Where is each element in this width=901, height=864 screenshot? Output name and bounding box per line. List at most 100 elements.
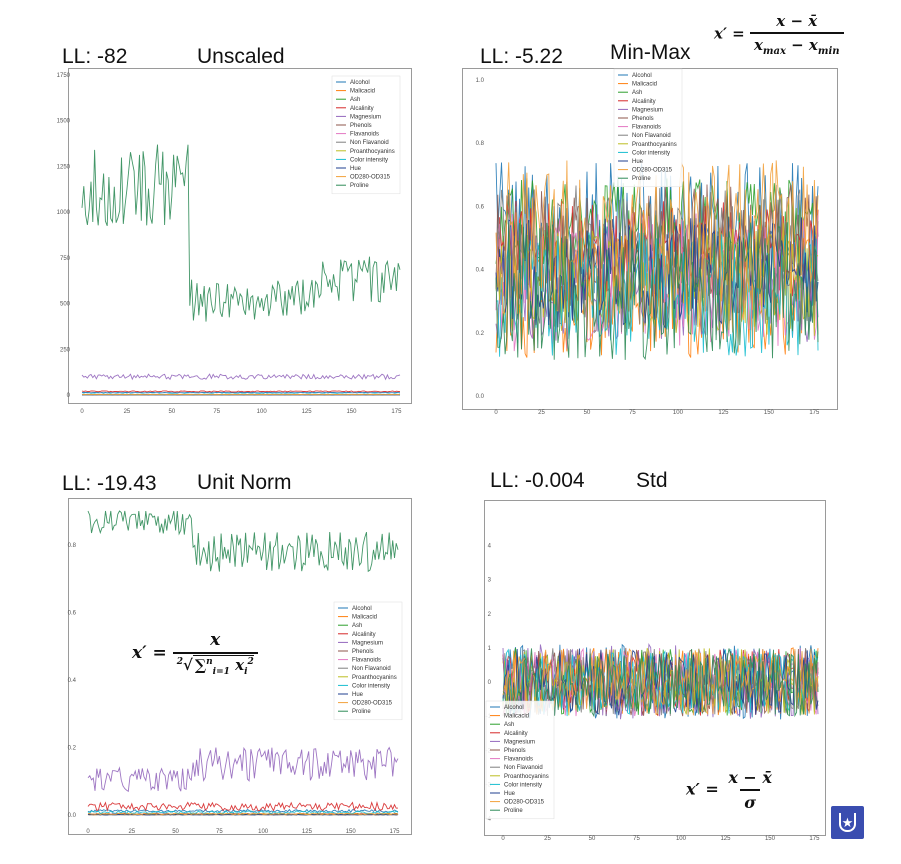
y-tick-label: 0.0 <box>476 394 485 400</box>
legend-label: Flavanoids <box>504 757 533 763</box>
unit-norm-formula: x′ = x 2√ ∑ni=1 xi2 <box>132 630 258 677</box>
x-tick-label: 0 <box>501 836 505 842</box>
y-tick-label: 1000 <box>57 210 71 216</box>
series-line-alcalinity <box>87 800 399 812</box>
x-tick-label: 100 <box>258 829 269 835</box>
ll-label: LL: -82 <box>62 45 128 68</box>
x-tick-label: 75 <box>629 410 636 416</box>
y-tick-label: 2 <box>488 612 492 618</box>
sum-term: x <box>235 656 245 674</box>
legend-label: Phenols <box>632 116 654 122</box>
series-line-alcohol <box>87 808 399 813</box>
series-line-proline <box>495 222 819 361</box>
legend-label: Hue <box>632 159 644 165</box>
legend-label: Phenols <box>350 123 372 129</box>
legend-label: Hue <box>352 692 364 698</box>
term-sub: i <box>244 667 248 677</box>
legend-label: Magnesium <box>504 739 535 745</box>
ll-label: LL: -0.004 <box>490 469 585 492</box>
legend-label: Alcohol <box>350 80 370 86</box>
y-tick-label: 0.8 <box>68 543 77 549</box>
y-tick-label: 1750 <box>57 73 71 79</box>
y-tick-label: 0.6 <box>68 610 77 616</box>
legend-label: Color intensity <box>504 782 542 788</box>
x-tick-label: 175 <box>389 829 400 835</box>
legend-label: Malicacid <box>504 714 529 720</box>
formula-fraction: x − x̄ xmax − xmin <box>749 12 844 57</box>
sum-symbol: ∑ <box>194 656 207 674</box>
den-sub-min: min <box>817 46 840 57</box>
legend-label: Hue <box>350 166 362 172</box>
series-line-proline <box>502 648 819 718</box>
legend-label: Alcalinity <box>504 731 528 737</box>
x-tick-label: 50 <box>168 409 175 415</box>
legend-label: Ash <box>352 623 362 629</box>
formula-numerator: x − x̄ <box>728 768 772 787</box>
formula-denominator: 2√ ∑ni=1 xi2 <box>172 652 258 677</box>
star-glyph: ★ <box>841 816 854 831</box>
x-tick-label: 150 <box>765 836 776 842</box>
y-tick-label: 0.6 <box>476 204 485 210</box>
y-tick-label: 0.4 <box>68 678 77 684</box>
legend-label: Proanthocyanins <box>352 675 397 681</box>
legend-label: OD280-OD315 <box>504 800 545 806</box>
legend-label: Proanthocyanins <box>350 149 395 155</box>
legend-label: Non Flavanoid <box>504 765 543 771</box>
x-tick-label: 125 <box>302 409 313 415</box>
legend-label: Ash <box>350 97 360 103</box>
x-tick-label: 75 <box>633 836 640 842</box>
legend-label: Alcohol <box>632 73 652 79</box>
series-line-magnesium <box>87 746 399 793</box>
scaling-title: Unit Norm <box>197 471 292 494</box>
y-tick-label: 0.2 <box>476 331 485 337</box>
series-line-color-intensity <box>87 810 399 815</box>
std-formula: x′ = x − x̄ σ <box>686 768 776 812</box>
x-tick-label: 175 <box>809 410 820 416</box>
legend-label: Magnesium <box>632 107 663 113</box>
formula-lhs: x′ = <box>686 779 719 799</box>
legend-box <box>613 68 683 188</box>
y-tick-label: -4 <box>486 817 492 823</box>
legend-label: Alcohol <box>504 705 524 711</box>
x-tick-label: 25 <box>124 409 131 415</box>
y-tick-label: 1500 <box>57 119 71 125</box>
legend-label: Ash <box>504 722 514 728</box>
sum-upper: n <box>206 657 213 667</box>
y-tick-label: 4 <box>488 543 492 549</box>
legend-box <box>331 75 401 195</box>
x-tick-label: 50 <box>172 829 179 835</box>
y-tick-label: 500 <box>60 302 71 308</box>
x-tick-label: 150 <box>346 409 357 415</box>
x-tick-label: 150 <box>764 410 775 416</box>
legend-label: Non Flavanoid <box>632 133 671 139</box>
legend-label: Flavanoids <box>352 658 381 664</box>
x-tick-label: 175 <box>391 409 402 415</box>
x-tick-label: 150 <box>346 829 357 835</box>
x-tick-label: 50 <box>589 836 596 842</box>
legend-label: Proanthocyanins <box>504 774 549 780</box>
formula-fraction: x − x̄ σ <box>724 768 776 812</box>
x-tick-label: 25 <box>544 836 551 842</box>
y-tick-label: 1.0 <box>476 78 485 84</box>
legend-label: Malicacid <box>352 615 377 621</box>
x-tick-label: 0 <box>86 829 90 835</box>
y-tick-label: 0.0 <box>68 813 77 819</box>
legend-label: Flavanoids <box>632 125 661 131</box>
legend-label: Alcalinity <box>350 106 374 112</box>
y-tick-label: 250 <box>60 347 71 353</box>
scaling-title: Std <box>636 469 668 492</box>
den-sub-max: max <box>762 46 786 57</box>
y-tick-label: 0 <box>488 680 492 686</box>
x-tick-label: 75 <box>213 409 220 415</box>
legend-label: Color intensity <box>352 683 390 689</box>
legend-label: Proline <box>352 709 371 715</box>
ll-label: LL: -5.22 <box>480 45 563 68</box>
legend-label: Hue <box>504 791 516 797</box>
sum-lower: i=1 <box>212 667 230 677</box>
legend-label: Non Flavanoid <box>352 666 391 672</box>
x-tick-label: 25 <box>128 829 135 835</box>
y-tick-label: 0.2 <box>68 745 77 751</box>
